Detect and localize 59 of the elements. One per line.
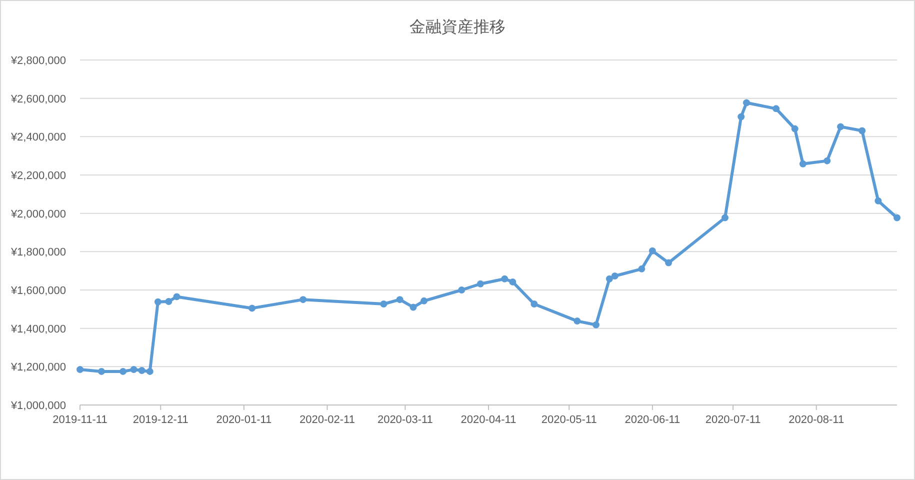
point bbox=[120, 368, 126, 375]
y-tick-label: ¥2,200,000 bbox=[10, 170, 66, 182]
point bbox=[743, 99, 750, 106]
y-tick-label: ¥1,400,000 bbox=[10, 323, 66, 336]
point bbox=[665, 259, 672, 266]
y-tick-label: ¥1,200,000 bbox=[10, 362, 66, 374]
x-tick-label: 2019-11-11 bbox=[52, 414, 108, 426]
point bbox=[772, 105, 780, 112]
point bbox=[380, 300, 388, 308]
point bbox=[606, 275, 613, 282]
point bbox=[611, 272, 618, 280]
point bbox=[420, 297, 428, 304]
x-tick-label: 2020-04-11 bbox=[460, 414, 516, 426]
x-tick-label: 2020-08-11 bbox=[788, 414, 844, 426]
point bbox=[248, 304, 256, 312]
point bbox=[154, 298, 162, 306]
point bbox=[592, 321, 600, 328]
point bbox=[396, 296, 404, 304]
point bbox=[722, 214, 728, 222]
point bbox=[173, 293, 180, 300]
point bbox=[98, 368, 105, 375]
point bbox=[574, 318, 581, 325]
point bbox=[648, 247, 656, 254]
point bbox=[458, 286, 466, 294]
x-tick-label: 2020-03-11 bbox=[377, 414, 433, 426]
point bbox=[410, 304, 417, 311]
point bbox=[476, 280, 484, 288]
point bbox=[501, 275, 508, 282]
x-tick-label: 2019-12-11 bbox=[132, 414, 188, 426]
point bbox=[130, 366, 138, 374]
point bbox=[837, 123, 844, 130]
x-tick-label: 2020-07-11 bbox=[705, 414, 761, 426]
point bbox=[146, 368, 154, 375]
x-tick-label: 2020-06-11 bbox=[624, 414, 680, 426]
x-tick-label: 2020-02-11 bbox=[300, 414, 355, 426]
point bbox=[509, 278, 516, 286]
y-tick-label: ¥2,600,000 bbox=[10, 93, 66, 106]
chart-title: 金融資産推移 bbox=[410, 18, 506, 36]
y-tick-label: ¥1,600,000 bbox=[10, 285, 66, 297]
point bbox=[138, 367, 146, 374]
point bbox=[638, 265, 646, 272]
x-tick-label: 2020-01-11 bbox=[216, 414, 272, 426]
point bbox=[874, 197, 882, 204]
y-tick-label: ¥2,000,000 bbox=[10, 208, 66, 220]
y-tick-label: ¥2,400,000 bbox=[10, 132, 66, 144]
y-tick-label: ¥1,000,000 bbox=[10, 400, 66, 412]
point bbox=[738, 113, 745, 120]
point bbox=[858, 127, 866, 134]
point bbox=[824, 157, 831, 164]
y-tick-label: ¥2,800,000 bbox=[10, 55, 66, 67]
y-tick-label: ¥1,800,000 bbox=[10, 246, 66, 259]
point bbox=[300, 296, 307, 304]
point bbox=[530, 300, 538, 308]
point bbox=[791, 125, 798, 132]
point bbox=[894, 214, 900, 222]
point bbox=[165, 298, 172, 305]
point bbox=[799, 160, 806, 168]
point bbox=[76, 366, 84, 374]
x-tick-label: 2020-05-11 bbox=[541, 414, 597, 426]
